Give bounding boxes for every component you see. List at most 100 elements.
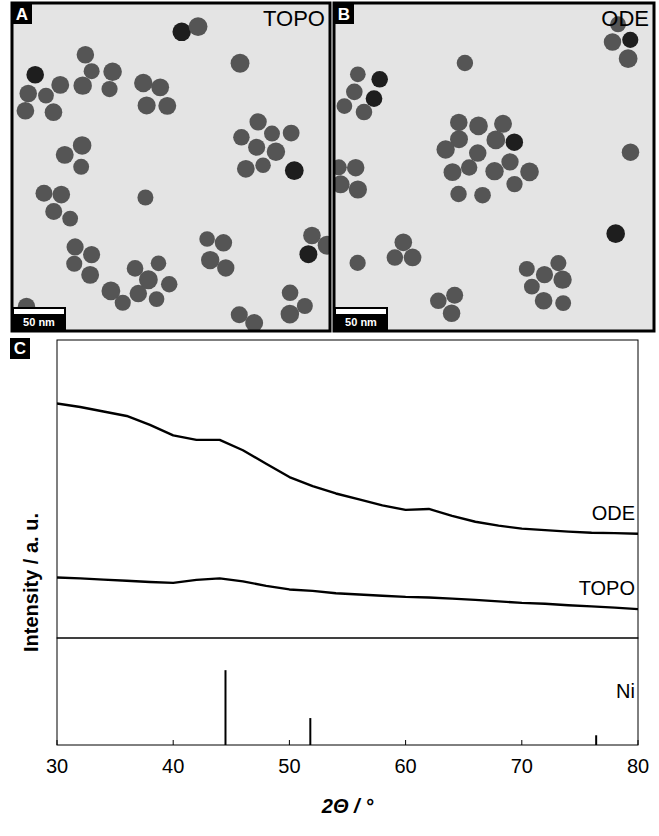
scale-bar-label: 50 nm — [345, 316, 377, 328]
micrograph-panel: BODE50 nm — [331, 3, 654, 331]
particle — [444, 163, 462, 181]
particle — [350, 66, 366, 82]
particle — [446, 287, 463, 304]
particle — [36, 185, 53, 202]
particle — [461, 159, 477, 175]
particle — [130, 285, 147, 302]
x-tick-label: 40 — [162, 755, 184, 777]
particle — [67, 238, 84, 255]
particle — [62, 211, 78, 227]
particle — [318, 236, 330, 255]
particle — [101, 81, 117, 97]
particle — [346, 84, 363, 101]
particle — [486, 131, 505, 150]
particle — [83, 246, 100, 263]
particle — [285, 161, 304, 180]
particle — [237, 160, 255, 178]
particle — [474, 187, 491, 204]
particle — [281, 305, 300, 324]
xrd-curve — [57, 403, 638, 533]
series-label: Ni — [616, 680, 635, 702]
particle — [387, 249, 403, 265]
x-tick-label: 60 — [394, 755, 416, 777]
xrd-panel: CODETOPOIntensity / a. u.Ni3040506070802… — [10, 338, 649, 817]
particle — [233, 129, 250, 146]
reference-peak — [595, 735, 597, 745]
particle — [56, 146, 74, 164]
x-tick-label: 80 — [627, 755, 649, 777]
particle — [457, 55, 473, 71]
particle — [172, 23, 190, 41]
particle — [436, 140, 454, 158]
plot-frame — [57, 638, 638, 745]
particle — [606, 224, 625, 243]
x-tick — [638, 740, 639, 745]
micrograph-frame — [334, 3, 654, 331]
x-tick-label: 30 — [46, 755, 68, 777]
particle — [38, 88, 54, 104]
particle — [19, 85, 37, 103]
panel-letter: A — [16, 5, 28, 24]
particle — [524, 279, 540, 295]
particle — [297, 298, 313, 314]
particle — [283, 125, 300, 142]
particle — [52, 186, 70, 204]
particle — [45, 203, 62, 220]
particle — [264, 126, 280, 142]
particle — [73, 76, 91, 94]
x-tick — [57, 740, 58, 745]
particle — [81, 266, 99, 284]
micrograph-frame — [12, 3, 330, 331]
particle — [134, 74, 152, 92]
panel-letter: C — [14, 339, 26, 358]
figure: ATOPO50 nmBODE50 nmCODETOPOIntensity / a… — [0, 0, 659, 836]
particle — [404, 249, 422, 267]
particle — [604, 33, 621, 50]
particle — [366, 90, 383, 107]
particle — [334, 175, 350, 193]
particle — [201, 251, 219, 269]
particle — [249, 113, 266, 130]
particle — [138, 96, 156, 114]
particle — [149, 291, 165, 307]
particle — [619, 49, 638, 68]
particle — [73, 136, 92, 155]
particle — [255, 157, 271, 173]
particle — [519, 261, 535, 277]
particle — [231, 306, 248, 323]
particle — [299, 245, 317, 263]
particle — [506, 133, 523, 150]
particle — [553, 271, 571, 289]
x-tick — [173, 740, 174, 745]
particle — [231, 54, 250, 73]
particle — [248, 139, 265, 156]
particle — [350, 255, 366, 271]
reference-peak — [309, 718, 311, 745]
particle — [45, 103, 63, 121]
particle — [189, 17, 208, 36]
scale-bar — [14, 309, 64, 314]
panel-letter-box — [334, 3, 354, 24]
particle — [161, 276, 177, 292]
particle — [506, 176, 522, 192]
particle — [77, 46, 94, 63]
plot-frame — [57, 340, 638, 638]
particles — [334, 16, 639, 322]
particle — [137, 189, 153, 205]
x-tick-label: 50 — [278, 755, 300, 777]
scale-bar-label: 50 nm — [23, 316, 55, 328]
x-tick — [521, 740, 522, 745]
particle — [550, 255, 566, 271]
panel-letter-box — [10, 338, 30, 359]
sample-label: TOPO — [263, 6, 325, 31]
particle — [450, 114, 468, 132]
scale-bar-box — [12, 307, 66, 331]
particle — [26, 66, 44, 84]
x-tick — [405, 740, 406, 745]
panel-letter: B — [338, 5, 350, 24]
panel-letter-box — [12, 3, 32, 24]
particle — [349, 180, 367, 198]
particle — [555, 295, 571, 311]
particle — [267, 143, 285, 161]
particle — [520, 162, 539, 181]
